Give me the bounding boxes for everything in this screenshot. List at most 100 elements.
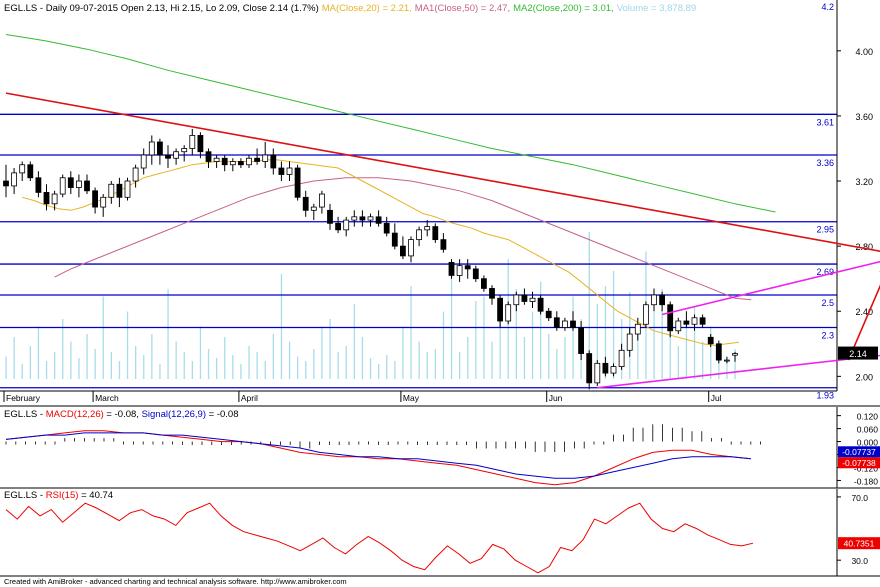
volume-bar: [143, 355, 145, 379]
candle-down: [464, 265, 471, 270]
candle-down: [432, 226, 439, 241]
candle-down: [715, 343, 722, 361]
candle-down: [683, 320, 690, 325]
macd-tick-label: -0.120: [854, 463, 878, 473]
candle-up: [529, 297, 536, 302]
candle-down: [553, 317, 560, 328]
candle-up: [618, 349, 625, 367]
volume-bar: [685, 319, 688, 379]
volume-bar: [224, 337, 226, 379]
candle-up: [643, 304, 649, 325]
level-label: 3.36: [816, 158, 834, 168]
signal-legend: Signal(12,26,9): [142, 409, 206, 420]
rsi-header: EGL.LS - RSI(15) = 40.74: [4, 490, 113, 501]
volume-bar: [572, 296, 574, 379]
candle-down: [116, 183, 123, 198]
macd-legend-value: = -0.08,: [104, 409, 142, 420]
candle-down: [156, 141, 163, 156]
candle-up: [51, 193, 58, 205]
signal-line: [5, 432, 751, 479]
volume-bar: [272, 334, 274, 379]
macd-header-prefix: EGL.LS -: [4, 409, 46, 420]
volume-bar: [653, 311, 655, 379]
candle-down: [84, 180, 90, 192]
volume-bar: [13, 337, 15, 379]
candle-up: [189, 135, 196, 149]
candle-up: [246, 157, 252, 166]
rsi-tick-label: 30.0: [851, 556, 868, 566]
rsi-legend: RSI(15): [46, 490, 79, 501]
volume-bar: [54, 352, 56, 379]
footer-credit: Created with AmiBroker - advanced charti…: [4, 577, 347, 586]
price-top-value: 4.2: [821, 2, 834, 12]
volume-bar: [475, 301, 477, 379]
candle-up: [213, 157, 220, 162]
macd-legend: MACD(12,26): [46, 409, 104, 420]
volume-bar: [361, 337, 364, 379]
volume-bar: [94, 349, 96, 379]
candle-up: [318, 193, 325, 208]
candle-down: [472, 268, 479, 280]
candle-up: [724, 359, 730, 362]
price-tick-label: 2.80: [855, 242, 873, 252]
candle-up: [408, 239, 414, 257]
price-pane[interactable]: 3.61 3.36 2.95 2.69 2.5 2.3 1.93 2.00 2.40 2.80 3.…: [0, 0, 880, 403]
downtrend-line: [5, 92, 880, 253]
volume-bar: [264, 361, 266, 379]
month-label: February: [6, 393, 41, 403]
candle-up: [634, 323, 641, 335]
volume-bar: [718, 349, 720, 379]
volume-bar: [62, 319, 64, 379]
volume-bar: [110, 352, 112, 379]
candle-down: [659, 294, 665, 306]
macd-header: EGL.LS - MACD(12,26) = -0.08, Signal(12,…: [4, 409, 238, 420]
volume-bar: [523, 337, 526, 379]
candle-down: [391, 232, 398, 247]
ma20-line: [22, 159, 740, 346]
month-label: Jul: [711, 393, 722, 403]
volume-bar: [167, 289, 169, 379]
volume-bar: [434, 349, 436, 379]
signal-value-tag-text: -0.07738: [842, 458, 876, 468]
candle-up: [562, 320, 568, 328]
volume-bar: [118, 361, 121, 379]
volume-bar: [483, 296, 485, 379]
volume-bar: [499, 322, 501, 379]
candle-down: [399, 245, 406, 257]
macd-tick-label: -0.180: [854, 476, 878, 486]
volume-bar: [442, 311, 445, 379]
candle-down: [294, 167, 301, 198]
candle-down: [521, 294, 528, 302]
candle-up: [108, 183, 115, 198]
candle-down: [270, 154, 277, 169]
level-label: 2.3: [821, 331, 834, 341]
rsi-pane[interactable]: 70.0 30.0 40.7351: [0, 487, 880, 577]
candle-up: [76, 180, 82, 188]
level-label: 2.95: [816, 225, 834, 235]
candle-down: [27, 164, 34, 179]
candle-down: [205, 151, 212, 162]
volume-bar: [280, 274, 283, 379]
level-label: 1.93: [816, 391, 834, 401]
candle-down: [537, 297, 544, 312]
last-price-tag: [838, 346, 878, 360]
macd-value-tag: [838, 446, 880, 458]
candle-up: [351, 216, 358, 221]
volume-bar: [21, 364, 23, 379]
volume-bar: [402, 326, 404, 379]
volume-bar: [297, 356, 299, 379]
candle-up: [675, 320, 682, 332]
macd-pane[interactable]: 0.1200.0600.000-0.060-0.120-0.180-0.0773…: [0, 405, 880, 488]
month-label: May: [403, 393, 420, 403]
volume-bar: [353, 304, 355, 379]
volume-bar: [45, 361, 48, 379]
candle-up: [691, 317, 698, 325]
candle-down: [237, 161, 244, 166]
volume-bar: [531, 311, 534, 379]
volume-bar: [693, 307, 696, 379]
candle-up: [594, 362, 601, 384]
candle-up: [424, 226, 431, 231]
candle-down: [375, 216, 382, 224]
